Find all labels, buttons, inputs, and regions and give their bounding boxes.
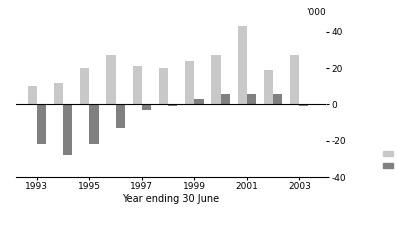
Bar	[142, 104, 151, 110]
Bar	[116, 104, 125, 128]
Bar	[63, 104, 72, 155]
Legend: Net overseas migration, Net interstate migration: Net overseas migration, Net interstate m…	[384, 149, 397, 170]
Bar	[290, 55, 299, 104]
Bar	[194, 99, 204, 104]
Text: '000: '000	[306, 7, 326, 17]
Bar	[159, 68, 168, 104]
Bar	[54, 83, 63, 104]
X-axis label: Year ending 30 June: Year ending 30 June	[122, 194, 219, 204]
Bar	[80, 68, 89, 104]
Bar	[28, 86, 37, 104]
Bar	[185, 61, 194, 104]
Bar	[238, 26, 247, 104]
Bar	[221, 94, 230, 104]
Bar	[273, 94, 282, 104]
Bar	[133, 66, 142, 104]
Bar	[211, 55, 221, 104]
Bar	[37, 104, 46, 144]
Bar	[247, 94, 256, 104]
Bar	[168, 104, 177, 106]
Bar	[299, 104, 308, 106]
Bar	[89, 104, 98, 144]
Bar	[106, 55, 116, 104]
Bar	[264, 70, 273, 104]
